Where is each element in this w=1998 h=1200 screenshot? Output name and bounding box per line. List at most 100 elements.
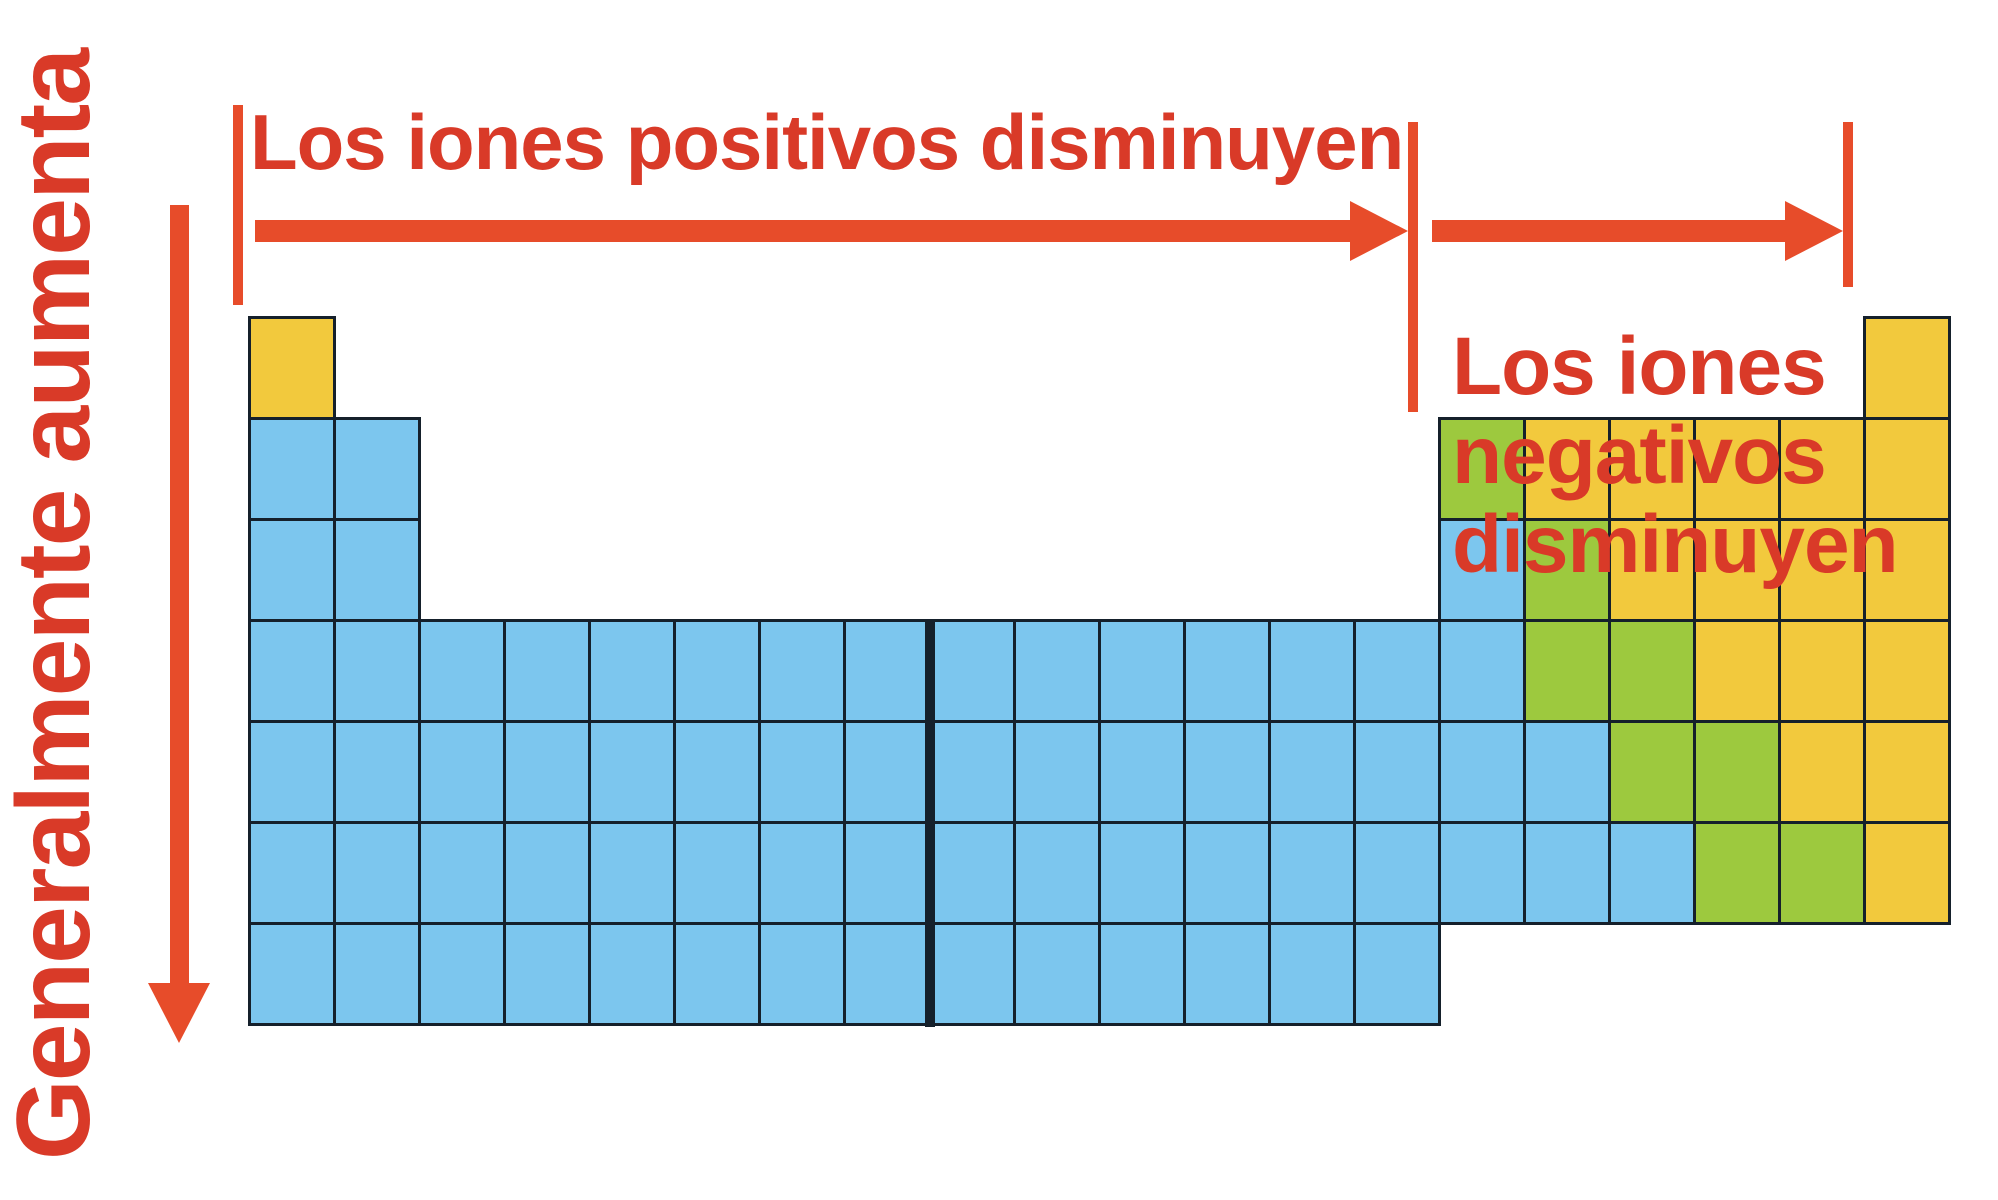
down-arrow-shaft: [170, 205, 189, 985]
element-cell: [1183, 821, 1271, 925]
element-cell: [843, 821, 931, 925]
positive-ions-label: Los iones positivos disminuyen: [250, 98, 1404, 186]
element-cell: [588, 720, 676, 824]
element-cell: [1778, 821, 1866, 925]
down-arrow-head-icon: [148, 983, 210, 1043]
negative-arrow-shaft: [1432, 220, 1787, 242]
element-cell: [1013, 821, 1101, 925]
right-arrow-head-icon: [1785, 201, 1843, 261]
element-cell: [1608, 720, 1696, 824]
element-cell: [1693, 417, 1781, 521]
element-cell: [1778, 518, 1866, 622]
element-cell: [1183, 922, 1271, 1026]
element-cell: [673, 720, 761, 824]
element-cell: [673, 821, 761, 925]
element-cell: [1268, 619, 1356, 723]
element-cell: [758, 720, 846, 824]
element-cell: [1098, 922, 1186, 1026]
element-cell: [248, 518, 336, 622]
element-cell: [928, 821, 1016, 925]
element-cell: [1608, 619, 1696, 723]
element-cell: [1438, 518, 1526, 622]
element-cell: [1098, 720, 1186, 824]
element-cell: [1013, 720, 1101, 824]
element-cell: [248, 720, 336, 824]
left-tick-mark: [233, 105, 243, 305]
element-cell: [1863, 720, 1951, 824]
element-cell: [1778, 720, 1866, 824]
element-cell: [1438, 619, 1526, 723]
element-cell: [1693, 619, 1781, 723]
element-cell: [588, 922, 676, 1026]
element-cell: [248, 316, 336, 420]
element-cell: [1523, 619, 1611, 723]
element-cell: [1863, 316, 1951, 420]
vertical-trend-label: Generalmente aumenta: [0, 49, 112, 1161]
element-cell: [333, 922, 421, 1026]
element-cell: [333, 417, 421, 521]
element-cell: [248, 821, 336, 925]
element-cell: [503, 720, 591, 824]
element-cell: [1353, 720, 1441, 824]
element-cell: [928, 619, 1016, 723]
right-arrow-head-icon: [1350, 201, 1408, 261]
element-cell: [248, 922, 336, 1026]
negative-ions-label-line1: Los iones: [1452, 321, 1827, 412]
element-cell: [1438, 720, 1526, 824]
element-cell: [758, 922, 846, 1026]
element-cell: [1183, 619, 1271, 723]
element-cell: [333, 518, 421, 622]
element-cell: [503, 922, 591, 1026]
element-cell: [1438, 821, 1526, 925]
element-cell: [843, 720, 931, 824]
element-cell: [1523, 720, 1611, 824]
element-cell: [248, 417, 336, 521]
element-cell: [1778, 619, 1866, 723]
element-cell: [1098, 619, 1186, 723]
element-cell: [503, 619, 591, 723]
element-cell: [1693, 720, 1781, 824]
element-cell: [1693, 821, 1781, 925]
negative-ions-label-line3: disminuyen: [1452, 499, 1899, 590]
element-cell: [758, 821, 846, 925]
element-cell: [333, 720, 421, 824]
element-cell: [588, 619, 676, 723]
element-cell: [1693, 518, 1781, 622]
element-cell: [1268, 720, 1356, 824]
positive-arrow-shaft: [255, 220, 1352, 242]
element-cell: [248, 619, 336, 723]
element-cell: [333, 821, 421, 925]
element-cell: [758, 619, 846, 723]
element-cell: [418, 720, 506, 824]
element-cell: [1863, 518, 1951, 622]
negative-ions-label-line2: negativos: [1452, 410, 1827, 501]
middle-tick-mark: [1408, 122, 1418, 412]
element-cell: [1863, 619, 1951, 723]
element-cell: [588, 821, 676, 925]
element-cell: [418, 821, 506, 925]
element-cell: [1353, 922, 1441, 1026]
element-cell: [1013, 619, 1101, 723]
element-cell: [1353, 619, 1441, 723]
element-cell: [333, 619, 421, 723]
element-cell: [1013, 922, 1101, 1026]
element-cell: [928, 922, 1016, 1026]
period-divider-line: [925, 619, 935, 1027]
element-cell: [1268, 922, 1356, 1026]
element-cell: [1183, 720, 1271, 824]
element-cell: [1098, 821, 1186, 925]
element-cell: [843, 922, 931, 1026]
element-cell: [1523, 821, 1611, 925]
element-cell: [928, 720, 1016, 824]
element-cell: [1608, 821, 1696, 925]
element-cell: [503, 821, 591, 925]
element-cell: [673, 619, 761, 723]
element-cell: [673, 922, 761, 1026]
element-cell: [1353, 821, 1441, 925]
negative-ions-label: Los iones negativos disminuyen: [1452, 321, 1899, 590]
element-cell: [1268, 821, 1356, 925]
element-cell: [843, 619, 931, 723]
element-cell: [1863, 821, 1951, 925]
element-cell: [1523, 518, 1611, 622]
